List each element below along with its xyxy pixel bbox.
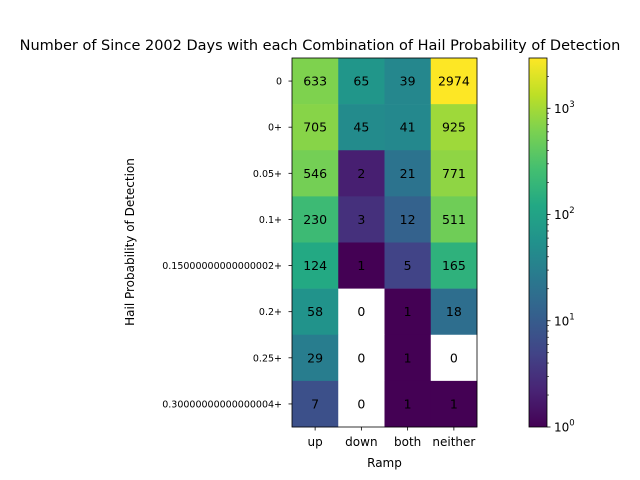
cell-value-label: 1 [404, 304, 412, 319]
heatmap-cell [292, 334, 339, 382]
heatmap-cell [430, 104, 478, 151]
cell-value-label: 29 [307, 350, 323, 365]
heatmap-cell [384, 380, 432, 428]
heatmap-cell [384, 242, 432, 289]
y-tick-label: 0.15000000000000002+ [162, 261, 282, 272]
x-tick-label: up [308, 435, 323, 449]
y-tick-label: 0.25+ [253, 353, 282, 364]
heatmap-cell [430, 150, 478, 197]
cell-value-label: 2974 [438, 74, 470, 89]
cell-value-label: 0 [357, 396, 365, 411]
cell-value-label: 39 [400, 74, 416, 89]
heatmap-cell [338, 104, 385, 151]
cell-value-label: 65 [353, 74, 369, 89]
heatmap-cell [292, 104, 339, 151]
heatmap-cell [338, 58, 385, 105]
colorbar-tick-label: 102 [554, 206, 575, 222]
heatmap-cell [384, 104, 432, 151]
colorbar: 100 101 102 103 [528, 57, 575, 435]
x-tick-label: neither [432, 435, 475, 449]
y-tick-label: 0.30000000000000004+ [162, 399, 282, 410]
heatmap-cell [292, 288, 339, 336]
colorbar-gradient [528, 57, 548, 428]
cell-value-label: 1 [404, 396, 412, 411]
heatmap-cell [384, 196, 432, 243]
cell-value-label: 1 [404, 350, 412, 365]
cell-value-label: 2 [357, 166, 365, 181]
cell-value-label: 1 [357, 258, 365, 273]
cell-value-label: 7 [311, 396, 319, 411]
heatmap-cell [292, 380, 339, 428]
cell-value-label: 0 [357, 304, 365, 319]
heatmap-cell [292, 150, 339, 197]
colorbar-tick-label: 101 [554, 312, 575, 328]
y-tick-label: 0.05+ [253, 169, 282, 180]
cell-value-label: 18 [446, 304, 462, 319]
colorbar-tick-label: 103 [554, 100, 575, 116]
cell-value-label: 1 [450, 396, 458, 411]
cell-value-label: 21 [400, 166, 416, 181]
y-axis-label: Hail Probability of Detection [123, 158, 137, 326]
heatmap-cell [338, 242, 385, 289]
heatmap-cell [338, 380, 385, 428]
heatmap-cell [430, 334, 478, 382]
heatmap-cell [338, 196, 385, 243]
cell-value-label: 45 [353, 120, 369, 135]
plot-frame [291, 57, 478, 428]
y-tick-label: 0 [276, 77, 282, 88]
x-tick-label: both [394, 435, 421, 449]
x-axis-label: Ramp [367, 456, 402, 470]
heatmap-cell [430, 196, 478, 243]
cell-value-label: 12 [400, 212, 416, 227]
heatmap-cell [384, 58, 432, 105]
y-tick-label: 0.1+ [259, 215, 282, 226]
heatmap-cell [384, 288, 432, 336]
heatmap-cell [430, 58, 478, 105]
y-tick-label: 0+ [268, 123, 282, 134]
cell-value-label: 165 [442, 258, 466, 273]
cell-value-label: 925 [442, 120, 466, 135]
x-tick-label: down [345, 435, 377, 449]
heatmap-cell [384, 334, 432, 382]
heatmap-cell [338, 288, 385, 336]
heatmap-cell [384, 150, 432, 197]
y-tick-label: 0.2+ [259, 307, 282, 318]
cell-value-label: 511 [442, 212, 466, 227]
heatmap-cell [292, 242, 339, 289]
cell-value-label: 0 [450, 350, 458, 365]
heatmap-cell [430, 288, 478, 336]
cell-value-label: 3 [357, 212, 365, 227]
cell-value-label: 0 [357, 350, 365, 365]
heatmap-cell [338, 150, 385, 197]
y-axis: 0 0+ 0.05+ 0.1+ 0.15000000000000002+ 0.2+ 0.25… [162, 77, 292, 410]
heatmap-cell [430, 380, 478, 428]
cell-value-label: 546 [303, 166, 327, 181]
x-axis: up down both neither [308, 427, 475, 449]
cell-value-label: 124 [303, 258, 327, 273]
heatmap-cells [291, 57, 478, 428]
cell-value-label: 5 [404, 258, 412, 273]
cell-value-label: 58 [307, 304, 323, 319]
heatmap-cell [338, 334, 385, 382]
cell-value-label: 41 [400, 120, 416, 135]
cell-value-label: 705 [303, 120, 327, 135]
colorbar-tick-label: 100 [554, 419, 575, 435]
chart-title: Number of Since 2002 Days with each Comb… [20, 38, 621, 54]
heatmap-cell [292, 196, 339, 243]
cell-value-label: 230 [303, 212, 327, 227]
heatmap-cell [292, 58, 339, 105]
heatmap-cell [430, 242, 478, 289]
cell-value-label: 771 [442, 166, 466, 181]
cell-value-label: 633 [303, 74, 327, 89]
